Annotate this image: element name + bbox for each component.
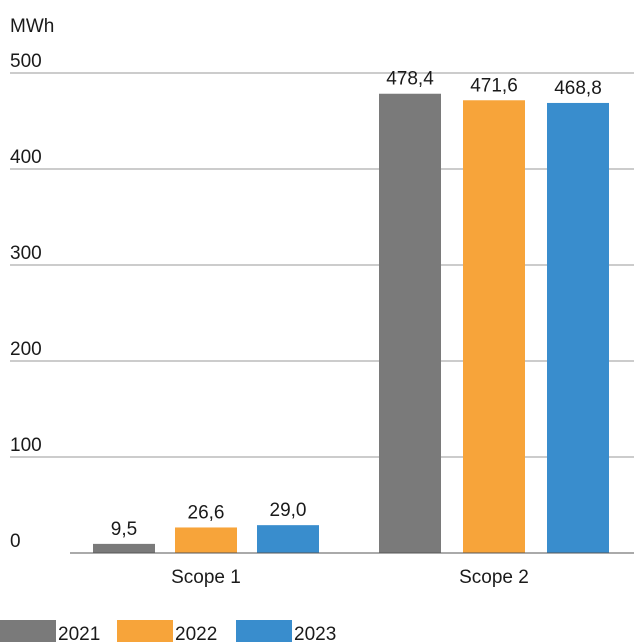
y-tick-label: 500 (10, 51, 42, 72)
y-axis-unit: MWh (10, 16, 54, 37)
bar (93, 543, 155, 553)
bars (93, 93, 609, 554)
legend-swatch (0, 620, 56, 642)
bar (379, 93, 441, 554)
data-label: 478,4 (386, 69, 434, 90)
x-axis-categories: Scope 1 Scope 2 (171, 567, 529, 588)
data-label: 26,6 (188, 502, 225, 523)
gridlines (10, 72, 634, 458)
legend-label: 2021 (58, 624, 100, 642)
data-labels: 9,5 26,6 29,0 478,4 471,6 468,8 (111, 69, 602, 540)
legend-swatch (236, 620, 292, 642)
bar (547, 102, 609, 554)
y-tick-label: 300 (10, 243, 42, 264)
bar (257, 525, 319, 553)
data-label: 9,5 (111, 519, 137, 540)
x-tick-label: Scope 2 (459, 567, 529, 588)
y-axis-ticks: 0 100 200 300 400 500 (10, 51, 42, 552)
x-tick-label: Scope 1 (171, 567, 241, 588)
legend-label: 2023 (294, 624, 336, 642)
y-tick-label: 100 (10, 435, 42, 456)
y-tick-label: 200 (10, 339, 42, 360)
data-label: 471,6 (470, 75, 518, 96)
bar (175, 527, 237, 553)
data-label: 468,8 (554, 78, 602, 99)
y-tick-label: 400 (10, 147, 42, 168)
legend-swatch (117, 620, 173, 642)
data-label: 29,0 (270, 500, 307, 521)
legend: 2021 2022 2023 (0, 620, 336, 642)
bar (463, 100, 525, 553)
y-tick-label: 0 (10, 531, 21, 552)
legend-label: 2022 (175, 624, 217, 642)
